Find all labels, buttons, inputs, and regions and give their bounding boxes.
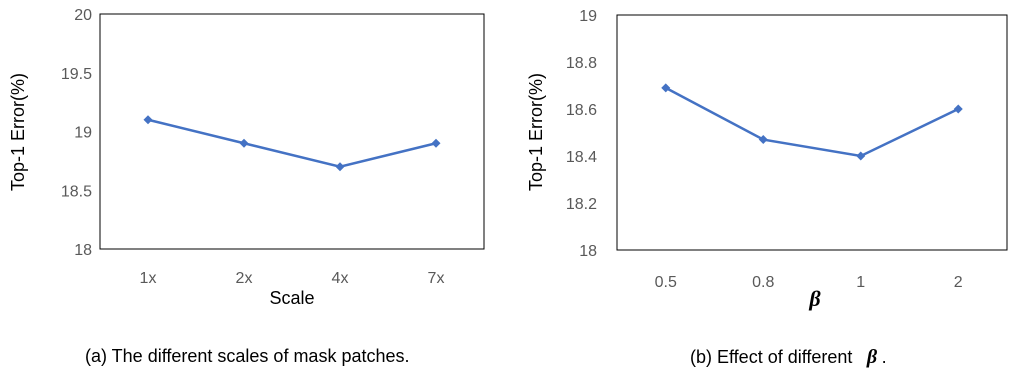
chart-a-y-ticks: 18 18.5 19 19.5 20 (61, 7, 92, 259)
chart-b-y-axis-title: Top-1 Error(%) (526, 73, 546, 191)
chart-a-x-tick-label: 4x (332, 270, 349, 287)
chart-b: 18 18.2 18.4 18.6 18.8 19 0.5 0.8 1 2 β Top-1 Er… (526, 8, 1008, 368)
chart-b-y-tick-label: 18 (579, 243, 597, 260)
chart-a-y-tick-label: 19.5 (61, 66, 92, 83)
chart-b-y-tick-label: 18.8 (566, 55, 597, 72)
chart-b-markers (661, 83, 963, 161)
chart-a-x-tick-label: 2x (236, 270, 253, 287)
chart-b-y-tick-label: 18.4 (566, 149, 597, 166)
chart-a-x-ticks: 1x 2x 4x 7x (140, 270, 445, 287)
chart-a-y-tick-label: 19 (74, 125, 92, 142)
chart-b-x-tick-label: 0.8 (752, 274, 774, 291)
chart-a-x-axis-title: Scale (269, 288, 314, 308)
chart-a-y-tick-label: 18.5 (61, 183, 92, 200)
chart-b-caption-text: (b) Effect of different (690, 347, 852, 367)
chart-b-data-point (856, 151, 866, 161)
chart-b-y-tick-label: 18.6 (566, 102, 597, 119)
chart-a-y-tick-label: 18 (74, 242, 92, 259)
chart-b-y-ticks: 18 18.2 18.4 18.6 18.8 19 (566, 8, 597, 260)
chart-b-plot-area (616, 14, 1008, 251)
chart-b-x-axis-title: β (808, 286, 821, 311)
chart-a-data-point (431, 138, 441, 148)
chart-b-caption-symbol: β (866, 346, 878, 368)
chart-a-y-axis-title: Top-1 Error(%) (8, 73, 28, 191)
chart-a-y-tick-label: 20 (74, 7, 92, 24)
chart-b-x-tick-label: 1 (856, 274, 865, 291)
chart-b-data-point (661, 83, 671, 93)
chart-a-series-line (147, 118, 437, 169)
chart-b-series-line (665, 86, 959, 158)
chart-b-data-point (953, 104, 963, 114)
chart-a-caption: (a) The different scales of mask patches… (85, 346, 410, 366)
chart-b-caption-suffix: . (882, 347, 887, 367)
chart-b-y-tick-label: 19 (579, 8, 597, 25)
chart-a-data-point (143, 115, 153, 125)
chart-b-x-tick-label: 2 (954, 274, 963, 291)
chart-b-y-tick-label: 18.2 (566, 196, 597, 213)
chart-a-data-point (239, 138, 249, 148)
chart-b-caption: (b) Effect of different β . (690, 346, 887, 368)
chart-b-data-point (758, 135, 768, 145)
chart-a-plot-area (99, 13, 485, 250)
chart-a-data-point (335, 162, 345, 172)
chart-a-x-tick-label: 1x (140, 270, 157, 287)
chart-a-markers (143, 115, 441, 172)
chart-a-x-tick-label: 7x (428, 270, 445, 287)
chart-b-x-tick-label: 0.5 (655, 274, 677, 291)
chart-b-x-ticks: 0.5 0.8 1 2 (655, 274, 963, 291)
chart-a: 18 18.5 19 19.5 20 1x 2x 4x 7x Scale Top-1 Erro… (8, 7, 485, 366)
